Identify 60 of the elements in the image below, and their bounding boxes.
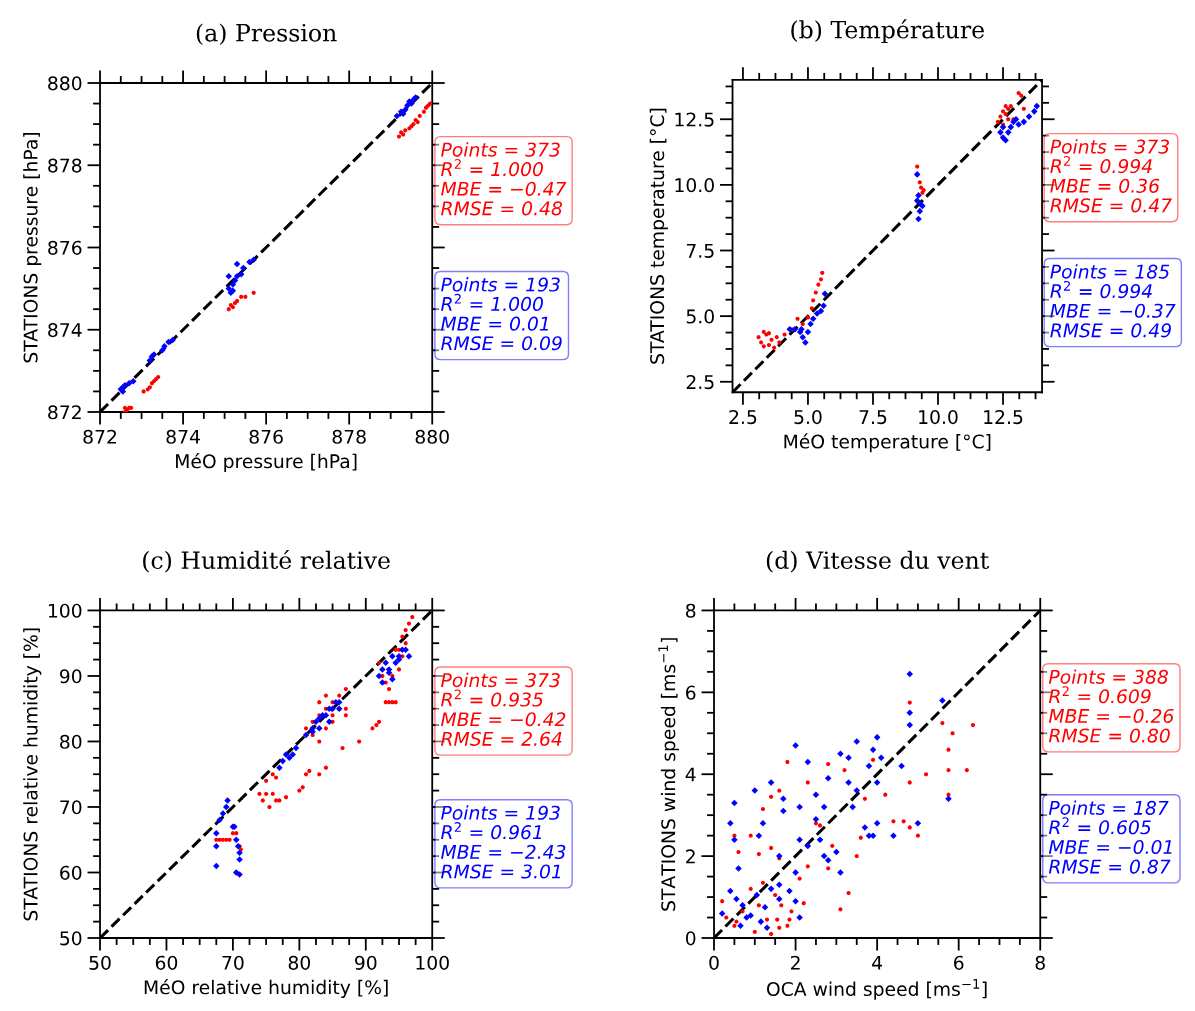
x-axis-title: OCA wind speed [ms$^{−1}$] [766, 979, 987, 1000]
chart-title: (a) Pression [196, 23, 337, 46]
x-tick-label: 7.5 [859, 410, 887, 425]
text: Points = 373 R$^{2}$ = 1.000 MBE = −0.47 RMSE = 0.48 [441, 142, 567, 216]
x-tick-label: 874 [166, 429, 200, 444]
y-tick-label: 878 [48, 158, 82, 173]
text: Points = 185 R$^{2}$ = 0.994 MBE = −0.37 RMSE = 0.49 [1050, 264, 1176, 338]
x-tick-label: 60 [155, 955, 178, 970]
x-axis-title: MéO temperature [°C] [784, 433, 991, 453]
text: Points = 388 R$^{2}$ = 0.609 MBE = −0.26 RMSE = 0.80 [1048, 669, 1174, 743]
x-axis-title: MéO relative humidity [%] [144, 979, 388, 998]
y-tick-label: 8 [685, 603, 696, 618]
x-tick-label: 70 [222, 955, 244, 970]
x-tick-label: 880 [415, 429, 449, 444]
x-tick-label: 8 [1035, 955, 1045, 970]
text: Points = 373 R$^{2}$ = 0.994 MBE = 0.36 RMSE = 0.47 [1050, 139, 1172, 213]
x-tick-label: 6 [954, 955, 964, 970]
x-axis-title: MéO pressure [hPa] [176, 453, 357, 472]
chart-title: (b) Température [791, 19, 984, 44]
y-tick-label: 100 [48, 603, 82, 618]
x-tick-label: 50 [89, 955, 111, 970]
text: Points = 187 R$^{2}$ = 0.605 MBE = −0.01 RMSE = 0.87 [1048, 800, 1172, 874]
chart-title: (c) Humidité relative [143, 549, 390, 573]
y-axis-title: STATIONS pressure [hPa] [23, 132, 42, 363]
y-tick-label: 7.5 [686, 243, 714, 258]
y-tick-label: 10.0 [675, 178, 714, 193]
y-tick-label: 12.5 [675, 112, 714, 127]
x-tick-label: 878 [332, 429, 366, 444]
y-tick-label: 6 [686, 685, 696, 700]
chart-title: (d) Vitesse du vent [766, 550, 990, 573]
y-tick-label: 70 [60, 800, 82, 815]
text: Points = 193 R$^{2}$ = 1.000 MBE = 0.01 RMSE = 0.09 [441, 277, 562, 351]
y-tick-label: 2 [686, 849, 695, 864]
y-tick-label: 50 [60, 931, 82, 946]
text: Points = 373 R$^{2}$ = 0.935 MBE = −0.42 RMSE = 2.64 [441, 672, 566, 746]
y-axis-title: STATIONS relative humidity [%] [23, 628, 42, 921]
x-tick-label: 100 [416, 955, 449, 970]
x-tick-label: 80 [288, 955, 311, 970]
x-tick-label: 12.5 [984, 409, 1023, 425]
x-tick-label: 10.0 [919, 409, 958, 425]
x-tick-label: 2 [790, 955, 800, 970]
y-tick-label: 90 [59, 669, 82, 684]
x-tick-label: 872 [83, 429, 117, 444]
y-tick-label: 4 [685, 767, 696, 782]
y-tick-label: 60 [60, 865, 82, 880]
x-tick-label: 5.0 [794, 409, 822, 425]
x-tick-label: 90 [355, 955, 377, 970]
y-axis-title: STATIONS wind speed [ms$^{−1}$] [658, 638, 679, 911]
y-tick-label: 2.5 [686, 374, 714, 390]
y-axis-title: STATIONS temperature [°C] [649, 108, 668, 364]
y-tick-label: 80 [60, 734, 82, 749]
x-tick-label: 876 [249, 429, 283, 444]
x-tick-label: 4 [872, 955, 883, 970]
y-tick-label: 876 [48, 240, 82, 255]
y-tick-label: 880 [48, 76, 82, 91]
text: Points = 193 R$^{2}$ = 0.961 MBE = −2.43 RMSE = 3.01 [441, 805, 566, 879]
y-tick-label: 5.0 [686, 309, 714, 324]
y-tick-label: 874 [48, 322, 82, 338]
y-tick-label: 0 [685, 931, 696, 946]
x-tick-label: 2.5 [729, 409, 757, 425]
